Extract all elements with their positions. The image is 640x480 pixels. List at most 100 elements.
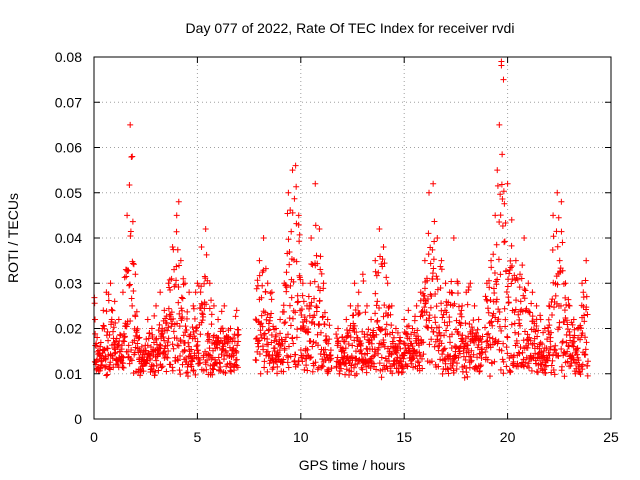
data-point: [232, 361, 239, 368]
data-point: [355, 357, 362, 364]
data-point: [424, 295, 431, 302]
data-point: [184, 308, 191, 315]
data-point: [260, 346, 267, 353]
data-point: [533, 302, 540, 309]
data-point: [290, 307, 297, 314]
data-point: [464, 342, 471, 349]
data-point: [522, 287, 529, 294]
data-point: [314, 331, 321, 338]
data-point: [173, 335, 180, 342]
data-point: [340, 338, 347, 345]
data-point: [194, 280, 201, 287]
data-point: [253, 285, 260, 292]
data-point: [433, 303, 440, 310]
data-point: [571, 326, 578, 333]
data-point: [286, 302, 293, 309]
data-point: [128, 295, 135, 302]
data-point: [174, 246, 181, 253]
data-point: [517, 298, 524, 305]
data-point: [169, 341, 176, 348]
data-point: [335, 325, 342, 332]
data-point: [103, 308, 110, 315]
data-point: [564, 358, 571, 365]
data-point: [465, 333, 472, 340]
data-point: [351, 322, 358, 329]
data-point: [319, 356, 326, 363]
data-point: [317, 350, 324, 357]
data-point: [495, 338, 502, 345]
data-point: [197, 331, 204, 338]
data-point: [582, 351, 589, 358]
data-point: [304, 302, 311, 309]
data-point: [551, 371, 558, 378]
data-point: [318, 270, 325, 277]
data-point: [394, 329, 401, 336]
data-point: [545, 349, 552, 356]
data-point: [451, 343, 458, 350]
data-point: [232, 313, 239, 320]
data-point: [453, 360, 460, 367]
data-point: [414, 327, 421, 334]
data-point: [222, 349, 229, 356]
data-point: [167, 287, 174, 294]
data-point: [443, 309, 450, 316]
data-point: [151, 312, 158, 319]
data-point: [363, 302, 370, 309]
data-point: [234, 342, 241, 349]
data-point: [502, 323, 509, 330]
data-point: [305, 329, 312, 336]
data-point: [274, 370, 281, 377]
data-point: [519, 308, 526, 315]
data-point: [371, 363, 378, 370]
data-point: [319, 363, 326, 370]
data-point: [515, 311, 522, 318]
data-point: [129, 302, 136, 309]
data-point: [487, 297, 494, 304]
data-point: [335, 338, 342, 345]
data-point: [354, 360, 361, 367]
data-point: [194, 338, 201, 345]
data-point: [283, 352, 290, 359]
data-point: [291, 195, 298, 202]
data-point: [509, 276, 516, 283]
data-point: [379, 263, 386, 270]
data-point: [555, 214, 562, 221]
data-point: [362, 309, 369, 316]
data-point: [355, 289, 362, 296]
data-point: [552, 292, 559, 299]
data-point: [345, 341, 352, 348]
data-point: [550, 212, 557, 219]
data-point: [255, 343, 262, 350]
data-point: [129, 153, 136, 160]
data-point: [501, 238, 508, 245]
data-point: [277, 330, 284, 337]
data-point: [427, 260, 434, 267]
data-point: [534, 333, 541, 340]
data-point: [133, 308, 140, 315]
data-point: [564, 326, 571, 333]
data-point: [282, 334, 289, 341]
data-point: [100, 307, 107, 314]
data-point: [338, 365, 345, 372]
data-point: [317, 266, 324, 273]
data-point: [381, 260, 388, 267]
data-point: [107, 366, 114, 373]
data-point: [326, 322, 333, 329]
data-point: [519, 349, 526, 356]
data-point: [312, 359, 319, 366]
data-point: [540, 329, 547, 336]
data-point: [265, 327, 272, 334]
data-point: [203, 366, 210, 373]
data-point: [417, 289, 424, 296]
data-point: [348, 368, 355, 375]
data-point: [521, 295, 528, 302]
data-point: [455, 330, 462, 337]
data-point: [344, 326, 351, 333]
data-point: [193, 343, 200, 350]
data-point: [420, 351, 427, 358]
data-point: [524, 344, 531, 351]
data-point: [190, 305, 197, 312]
data-point: [288, 294, 295, 301]
data-point: [195, 350, 202, 357]
data-point: [508, 280, 515, 287]
